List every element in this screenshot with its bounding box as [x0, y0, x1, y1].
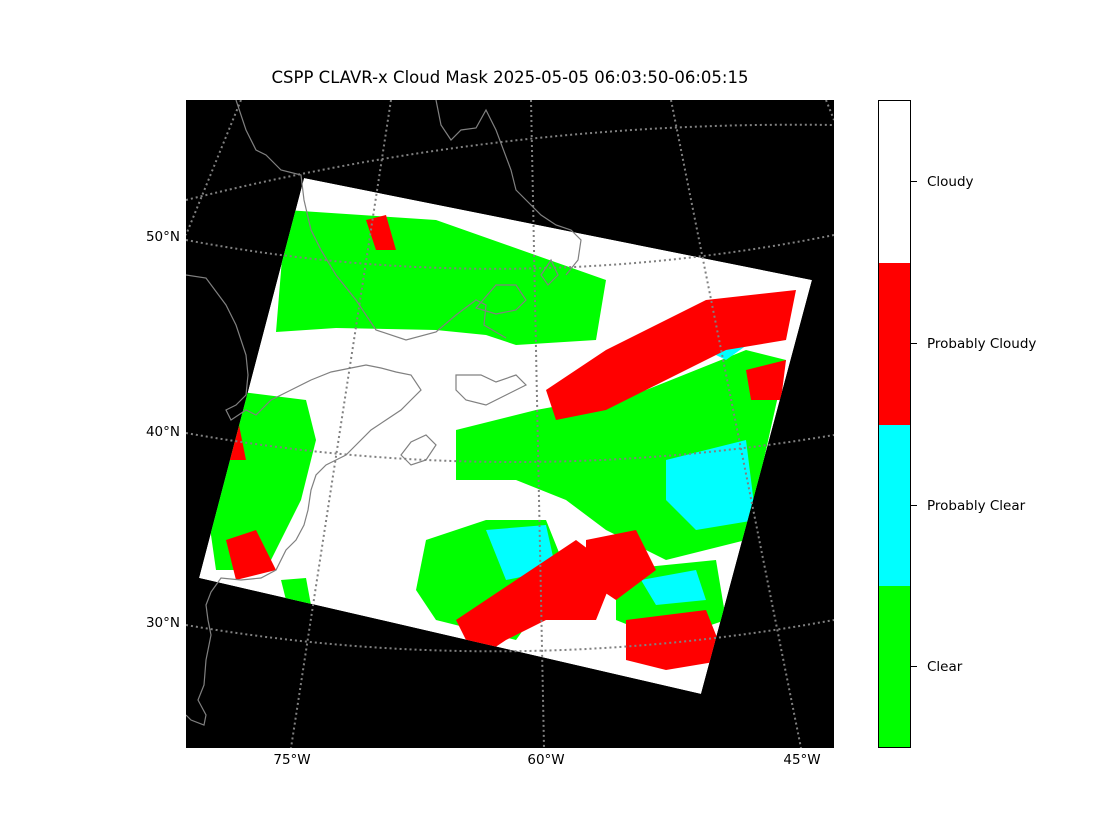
- graticule: [186, 100, 834, 748]
- lat-label-30n: 30°N: [145, 615, 180, 631]
- map-panel[interactable]: [186, 100, 834, 748]
- lon-label-45w: 45°W: [783, 752, 821, 768]
- colorbar-tick: [910, 505, 917, 506]
- colorbar-label-probably-cloudy: Probably Cloudy: [927, 336, 1037, 352]
- colorbar-segment-probably-clear: [879, 425, 910, 586]
- colorbar-segment-probably-cloudy: [879, 263, 910, 425]
- colorbar-label-cloudy: Cloudy: [927, 174, 974, 190]
- cloud-mask-swath: [199, 178, 812, 694]
- chart-title: CSPP CLAVR-x Cloud Mask 2025-05-05 06:03…: [271, 68, 749, 87]
- lat-label-50n: 50°N: [145, 229, 180, 245]
- lon-label-60w: 60°W: [527, 752, 565, 768]
- colorbar-tick: [910, 666, 917, 667]
- coastlines: [186, 100, 582, 726]
- lat-label-40n: 40°N: [145, 424, 180, 440]
- colorbar-segment-cloudy: [879, 101, 910, 263]
- map-svg: [186, 100, 834, 748]
- lon-label-75w: 75°W: [273, 752, 311, 768]
- colorbar-segment-clear: [879, 586, 910, 747]
- colorbar: [878, 100, 911, 748]
- colorbar-label-clear: Clear: [927, 659, 963, 675]
- colorbar-tick: [910, 343, 917, 344]
- colorbar-tick: [910, 181, 917, 182]
- colorbar-label-probably-clear: Probably Clear: [927, 498, 1026, 514]
